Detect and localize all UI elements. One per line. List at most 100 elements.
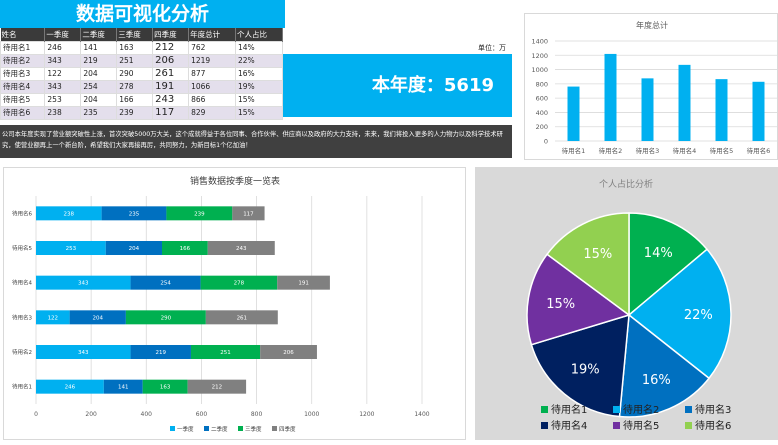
bar-segment bbox=[232, 206, 265, 221]
summary-text: 公司本年度实现了营业额突破性上涨，首次突破5000万大关，这个成就得益于各位同事… bbox=[0, 125, 512, 158]
bar-segment bbox=[142, 379, 188, 394]
legend-swatch bbox=[541, 406, 548, 413]
data-table: 姓名 一季度 二季度 三季度 四季度 年度总计 个人占比 待用名1 246 141 163 212 76… bbox=[0, 28, 283, 120]
y-tick-label: 200 bbox=[536, 123, 548, 131]
annual-total-chart-svg: 年度总计 0 200 400 600 800 1000 1200 1400 待用名1 待用名2 待用名… bbox=[531, 20, 777, 155]
pie-slice bbox=[545, 212, 630, 317]
data-label: 239 bbox=[194, 211, 205, 217]
table-cell: 261 bbox=[152, 66, 190, 81]
data-label: 278 bbox=[234, 281, 245, 287]
bar-segment bbox=[36, 241, 106, 255]
quarterly-sales-chart-svg: 销售数据按季度一览表 0 200 400 600 800 1000 1200 1400 待用名1 2… bbox=[12, 175, 430, 433]
legend-swatch bbox=[170, 426, 175, 431]
y-tick-label: 待用名3 bbox=[12, 313, 33, 321]
data-label: 191 bbox=[298, 281, 309, 287]
share-pie-chart-svg: 个人占比分析 14% 22% 16% 19% 15% 15% 待用名1 待用名2 待用名3 待用名4… bbox=[526, 178, 732, 432]
bar-segment bbox=[130, 275, 201, 290]
bar-segment bbox=[162, 241, 208, 255]
data-label: 243 bbox=[236, 246, 247, 252]
bar bbox=[604, 53, 617, 141]
column-header: 二季度 bbox=[80, 28, 118, 41]
page-title: 数据可视化分析 bbox=[0, 0, 285, 28]
y-tick-label: 800 bbox=[536, 80, 548, 88]
x-tick-label: 待用名5 bbox=[710, 146, 734, 155]
chart-title: 销售数据按季度一览表 bbox=[190, 175, 280, 187]
table-row: 待用名4 343 254 278 191 1066 19% bbox=[0, 79, 283, 94]
share-pie-chart: 个人占比分析 14% 22% 16% 19% 15% 15% 待用名1 待用名2 待用名3 待用名4… bbox=[475, 167, 778, 440]
legend-label: 待用名3 bbox=[695, 403, 731, 416]
x-tick-label: 400 bbox=[141, 411, 153, 418]
table-cell: 246 bbox=[44, 40, 82, 55]
data-label: 166 bbox=[180, 246, 191, 252]
legend-label: 二季度 bbox=[211, 425, 228, 433]
table-cell: 243 bbox=[152, 92, 190, 107]
bar-segment bbox=[103, 379, 143, 394]
legend-label: 待用名4 bbox=[551, 419, 587, 432]
table-cell: 251 bbox=[116, 53, 154, 68]
bar-segment bbox=[130, 345, 191, 359]
legend-label: 一季度 bbox=[177, 425, 194, 433]
x-tick-label: 待用名4 bbox=[673, 146, 697, 155]
table-cell: 163 bbox=[116, 40, 154, 55]
data-label: 163 bbox=[160, 385, 171, 391]
table-cell: 1066 bbox=[188, 79, 237, 94]
table-cell: 254 bbox=[80, 79, 118, 94]
chart-title: 个人占比分析 bbox=[599, 178, 653, 190]
data-label: 212 bbox=[212, 385, 223, 391]
table-cell: 14% bbox=[235, 40, 283, 55]
data-label: 251 bbox=[220, 350, 231, 356]
table-cell: 待用名6 bbox=[0, 105, 46, 120]
bar-segment bbox=[36, 275, 131, 290]
table-cell: 待用名1 bbox=[0, 40, 46, 55]
table-cell: 212 bbox=[152, 40, 190, 55]
table-cell: 191 bbox=[152, 79, 190, 94]
table-cell: 219 bbox=[80, 53, 118, 68]
data-label: 22% bbox=[684, 308, 713, 323]
y-tick-label: 1200 bbox=[531, 52, 548, 60]
legend-swatch bbox=[238, 426, 243, 431]
table-cell: 343 bbox=[44, 79, 82, 94]
legend-swatch bbox=[613, 406, 620, 413]
pie-slice bbox=[627, 248, 732, 380]
table-cell: 239 bbox=[116, 105, 154, 120]
table-cell: 待用名3 bbox=[0, 66, 46, 81]
y-tick-label: 0 bbox=[544, 138, 548, 146]
table-cell: 1219 bbox=[188, 53, 237, 68]
table-cell: 待用名4 bbox=[0, 79, 46, 94]
column-header: 姓名 bbox=[0, 28, 46, 41]
legend-swatch bbox=[685, 422, 692, 429]
x-tick-label: 800 bbox=[251, 411, 263, 418]
table-cell: 122 bbox=[44, 66, 82, 81]
legend-swatch bbox=[204, 426, 209, 431]
x-tick-label: 1200 bbox=[359, 411, 374, 418]
quarterly-sales-chart: 销售数据按季度一览表 0 200 400 600 800 1000 1200 1400 待用名1 2… bbox=[3, 167, 466, 440]
bar-segment bbox=[187, 379, 247, 394]
y-tick-label: 待用名1 bbox=[12, 383, 32, 391]
table-cell: 877 bbox=[188, 66, 237, 81]
y-tick-label: 待用名5 bbox=[12, 244, 33, 252]
y-tick-label: 1000 bbox=[531, 66, 548, 74]
table-cell: 15% bbox=[235, 92, 283, 107]
data-label: 19% bbox=[571, 363, 600, 378]
table-cell: 762 bbox=[188, 40, 237, 55]
data-label: 253 bbox=[66, 246, 77, 252]
annual-total: 本年度：5619 bbox=[283, 54, 512, 117]
y-tick-label: 1400 bbox=[531, 38, 548, 46]
table-cell: 204 bbox=[80, 92, 118, 107]
legend-swatch bbox=[541, 422, 548, 429]
legend-swatch bbox=[272, 426, 277, 431]
table-cell: 117 bbox=[152, 105, 190, 120]
table-cell: 166 bbox=[116, 92, 154, 107]
bar-segment bbox=[166, 206, 233, 221]
data-label: 14% bbox=[644, 246, 673, 261]
data-label: 117 bbox=[243, 211, 254, 217]
data-label: 235 bbox=[129, 211, 140, 217]
table-row: 待用名5 253 204 166 243 866 15% bbox=[0, 92, 283, 107]
data-label: 204 bbox=[129, 246, 140, 252]
x-tick-label: 1000 bbox=[304, 411, 319, 418]
chart-title: 年度总计 bbox=[636, 20, 668, 30]
bar bbox=[715, 79, 728, 141]
bar-segment bbox=[205, 310, 278, 325]
table-cell: 343 bbox=[44, 53, 82, 68]
table-cell: 19% bbox=[235, 79, 283, 94]
